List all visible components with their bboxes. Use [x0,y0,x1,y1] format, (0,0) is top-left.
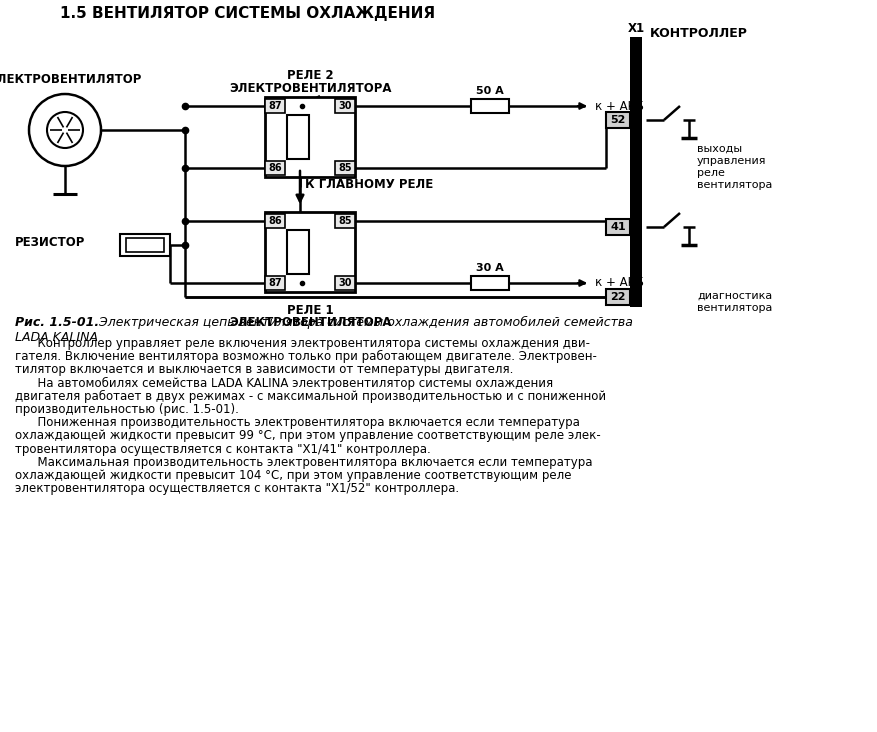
Text: диагностика: диагностика [697,291,773,301]
Bar [287,115,309,159]
Bar [606,289,630,305]
Bar [120,234,170,256]
Bar [265,97,355,177]
Bar [265,212,355,292]
Text: 22: 22 [610,292,626,302]
Bar [606,219,630,235]
Text: 87: 87 [268,101,282,111]
Text: РЕЗИСТОР: РЕЗИСТОР [15,236,85,250]
Text: вентилятора: вентилятора [697,179,773,190]
Bar [335,214,355,228]
Bar [265,161,285,175]
Bar [265,276,285,290]
Text: 1.5 ВЕНТИЛЯТОР СИСТЕМЫ ОХЛАЖДЕНИЯ: 1.5 ВЕНТИЛЯТОР СИСТЕМЫ ОХЛАЖДЕНИЯ [60,6,435,21]
Text: 85: 85 [339,163,352,173]
Text: двигателя работает в двух режимах - с максимальной производительностью и с пониж: двигателя работает в двух режимах - с ма… [15,390,606,403]
Bar [335,99,355,113]
Text: 30: 30 [339,278,352,288]
Bar [606,112,630,128]
Text: 87: 87 [268,278,282,288]
Text: Рис. 1.5-01.: Рис. 1.5-01. [15,316,99,329]
Text: РЕЛЕ 1: РЕЛЕ 1 [287,304,333,317]
Text: реле: реле [697,168,725,177]
Bar [265,214,285,228]
Text: ЭЛЕКТРОВЕНТИЛЯТОРА: ЭЛЕКТРОВЕНТИЛЯТОРА [229,82,391,95]
Bar [630,37,642,307]
Text: охлаждающей жидкости превысит 99 °C, при этом управление соответствующим реле эл: охлаждающей жидкости превысит 99 °C, при… [15,430,601,442]
Text: КОНТРОЛЛЕР: КОНТРОЛЛЕР [650,27,748,40]
Bar [265,99,285,113]
Text: тровентилятора осуществляется с контакта "X1/41" контроллера.: тровентилятора осуществляется с контакта… [15,443,431,455]
Bar [335,161,355,175]
Text: X1: X1 [628,22,645,35]
Text: К ГЛАВНОМУ РЕЛЕ: К ГЛАВНОМУ РЕЛЕ [305,179,433,192]
Text: Электрическая цепь вентилятора системы охлаждения автомобилей семейства: Электрическая цепь вентилятора системы о… [95,316,633,329]
Text: На автомобилях семейства LADA KALINA электровентилятор системы охлаждения: На автомобилях семейства LADA KALINA эле… [15,376,553,389]
Text: гателя. Включение вентилятора возможно только при работающем двигателе. Электров: гателя. Включение вентилятора возможно т… [15,350,597,363]
Text: производительностью (рис. 1.5-01).: производительностью (рис. 1.5-01). [15,403,239,416]
Text: выходы: выходы [697,143,742,154]
Text: электровентилятора осуществляется с контакта "X1/52" контроллера.: электровентилятора осуществляется с конт… [15,482,460,496]
Text: 50 А: 50 А [476,86,504,96]
Text: к + АКБ: к + АКБ [595,100,644,113]
Text: LADA KALINA: LADA KALINA [15,331,98,344]
Text: РЕЛЕ 2: РЕЛЕ 2 [287,69,333,82]
Text: 52: 52 [610,115,625,125]
Bar [126,238,164,252]
Text: Пониженная производительность электровентилятора включается если температура: Пониженная производительность электровен… [15,417,580,429]
Text: охлаждающей жидкости превысит 104 °C, при этом управление соответствующим реле: охлаждающей жидкости превысит 104 °C, пр… [15,469,572,482]
Bar [471,276,509,290]
Text: управления: управления [697,155,766,165]
Text: 30: 30 [339,101,352,111]
Text: ЭЛЕКТРОВЕНТИЛЯТОРА: ЭЛЕКТРОВЕНТИЛЯТОРА [229,316,391,329]
Bar [335,276,355,290]
Text: 85: 85 [339,216,352,226]
Text: ЭЛЕКТРОВЕНТИЛЯТОР: ЭЛЕКТРОВЕНТИЛЯТОР [0,73,142,86]
Text: тилятор включается и выключается в зависимости от температуры двигателя.: тилятор включается и выключается в завис… [15,363,513,376]
Text: 41: 41 [610,222,626,232]
Text: к + АКБ: к + АКБ [595,277,644,289]
Text: Контроллер управляет реле включения электровентилятора системы охлаждения дви-: Контроллер управляет реле включения элек… [15,337,590,350]
Text: 86: 86 [268,163,282,173]
Text: вентилятора: вентилятора [697,303,773,313]
Bar [287,230,309,274]
Bar [471,99,509,113]
Text: Максимальная производительность электровентилятора включается если температура: Максимальная производительность электров… [15,456,593,468]
Text: 86: 86 [268,216,282,226]
Text: 30 А: 30 А [476,263,504,273]
